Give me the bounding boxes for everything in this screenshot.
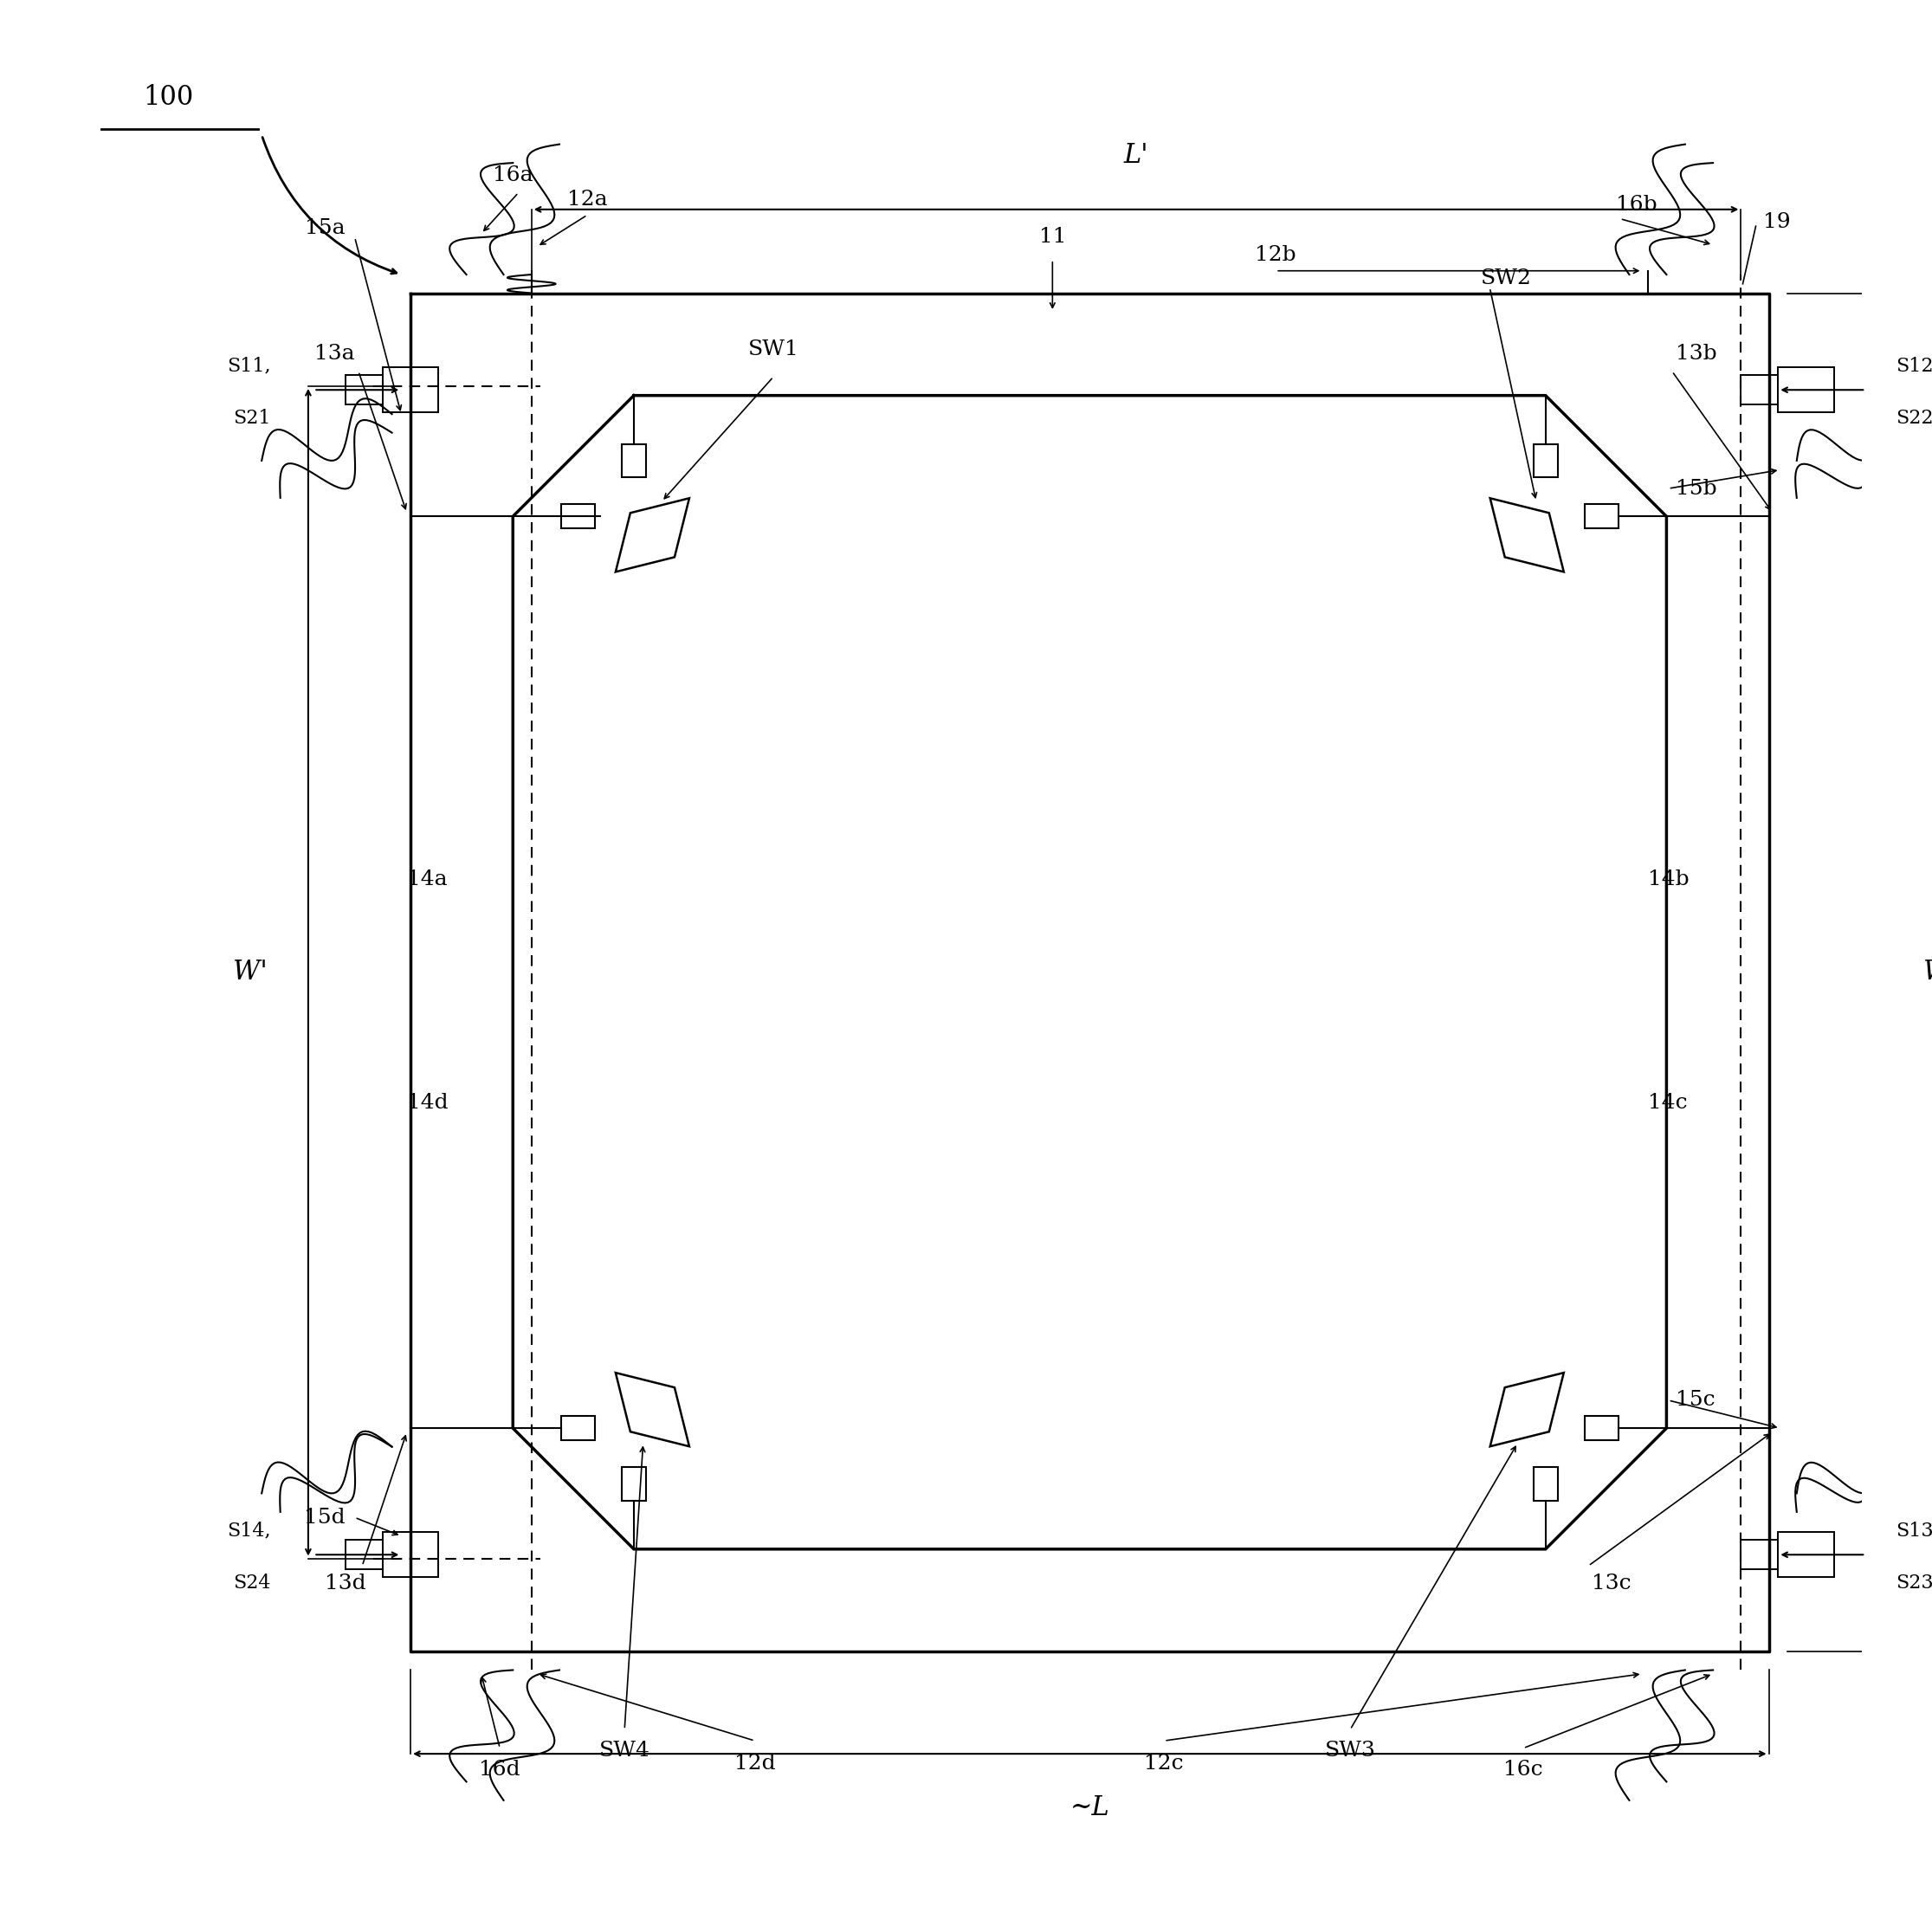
Text: S24: S24	[234, 1574, 270, 1593]
Polygon shape	[622, 443, 645, 478]
Text: SW3: SW3	[1325, 1741, 1376, 1760]
Text: S11,: S11,	[228, 356, 270, 376]
Text: 15c: 15c	[1675, 1391, 1716, 1410]
Text: S23: S23	[1895, 1574, 1932, 1593]
Bar	[346, 1539, 383, 1570]
Text: 13b: 13b	[1675, 345, 1718, 364]
Text: W: W	[1922, 959, 1932, 986]
Text: 14b: 14b	[1648, 869, 1689, 890]
Text: 19: 19	[1764, 212, 1791, 233]
Text: 12a: 12a	[568, 189, 607, 210]
Text: 100: 100	[143, 85, 193, 112]
Polygon shape	[622, 1468, 645, 1500]
Text: S14,: S14,	[228, 1522, 270, 1539]
Polygon shape	[1584, 1416, 1619, 1441]
Polygon shape	[1534, 443, 1557, 478]
Text: 15d: 15d	[303, 1508, 346, 1527]
Bar	[383, 1533, 439, 1577]
Text: 16d: 16d	[479, 1758, 520, 1780]
Text: 15a: 15a	[305, 218, 346, 239]
Text: S21: S21	[234, 408, 270, 428]
Polygon shape	[562, 1416, 595, 1441]
Text: S12,: S12,	[1895, 356, 1932, 376]
Polygon shape	[1584, 505, 1619, 528]
Text: 13c: 13c	[1592, 1574, 1631, 1593]
Text: 15b: 15b	[1675, 478, 1718, 499]
Polygon shape	[1534, 1468, 1557, 1500]
Text: 12c: 12c	[1144, 1755, 1184, 1774]
Text: 11: 11	[1039, 227, 1066, 247]
Text: 13a: 13a	[315, 345, 355, 364]
Text: 12d: 12d	[734, 1755, 775, 1774]
Text: L': L'	[1124, 143, 1150, 168]
Text: S22: S22	[1895, 408, 1932, 428]
Text: 16b: 16b	[1617, 195, 1658, 216]
Text: 14d: 14d	[408, 1092, 448, 1113]
Bar	[1741, 376, 1777, 404]
Text: 13d: 13d	[325, 1574, 365, 1593]
Text: SW2: SW2	[1480, 268, 1532, 289]
Bar	[1777, 368, 1833, 412]
Text: SW4: SW4	[599, 1741, 649, 1760]
Text: 16a: 16a	[493, 166, 533, 185]
Text: 14a: 14a	[408, 869, 446, 890]
Text: ~L: ~L	[1070, 1795, 1109, 1822]
Text: 16c: 16c	[1503, 1758, 1544, 1780]
Bar	[1777, 1533, 1833, 1577]
Text: S13,: S13,	[1895, 1522, 1932, 1539]
Text: W': W'	[234, 959, 267, 986]
Text: SW1: SW1	[748, 339, 798, 360]
Text: 14c: 14c	[1648, 1092, 1687, 1113]
Polygon shape	[562, 505, 595, 528]
Bar	[1741, 1539, 1777, 1570]
Bar	[383, 368, 439, 412]
Bar	[346, 376, 383, 404]
Text: 12b: 12b	[1256, 245, 1296, 266]
